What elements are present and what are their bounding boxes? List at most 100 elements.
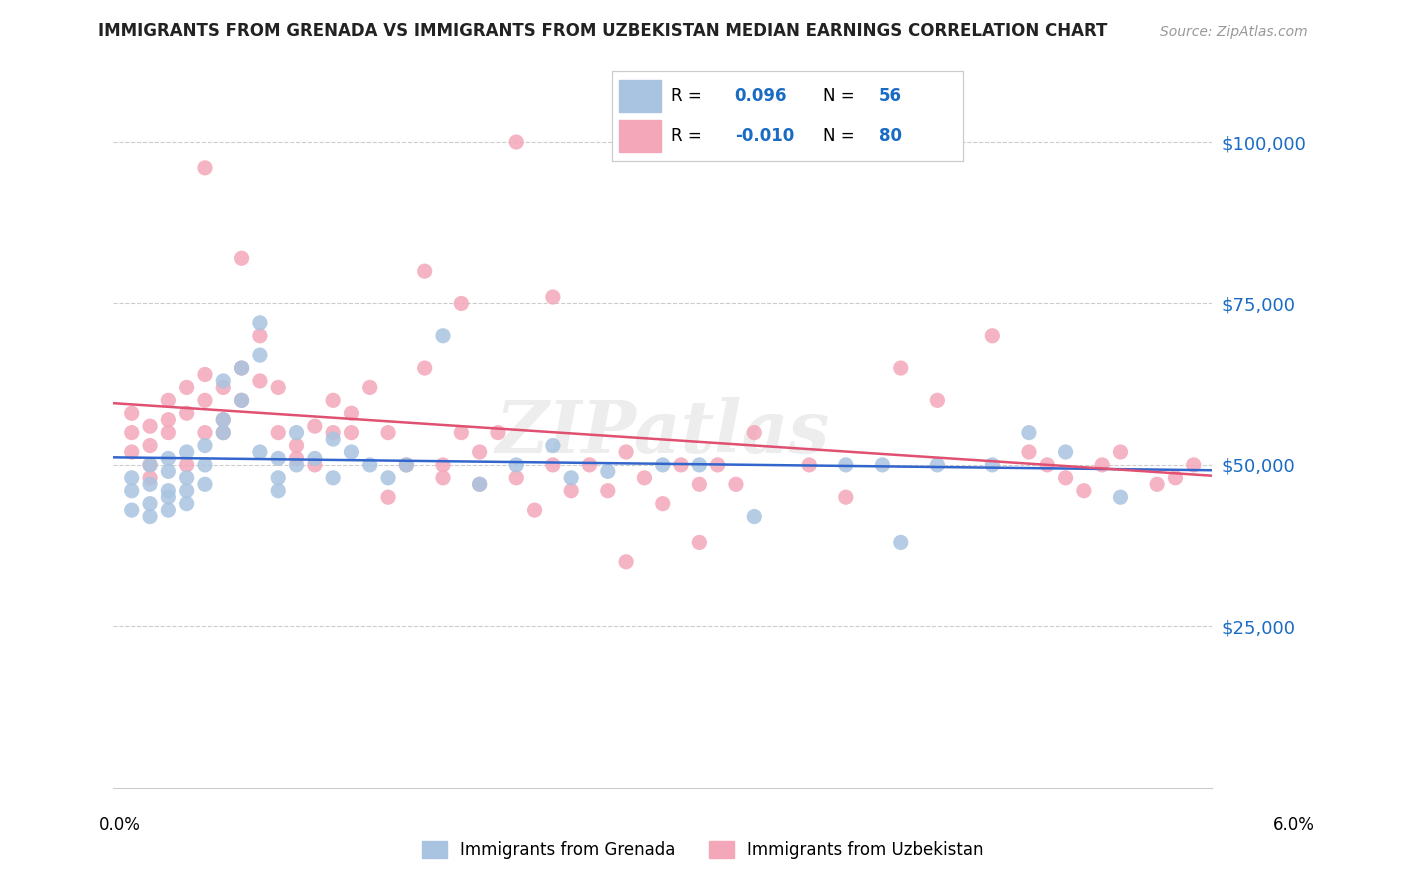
Point (1091, 458, 1114, 472)
Point (267, 483, 290, 498)
Point (176, 458, 198, 472)
Point (267, 380, 290, 394)
Point (139, 497, 162, 511)
Point (249, 445, 271, 459)
Point (322, 425, 344, 440)
Point (669, 458, 692, 472)
Point (1109, 445, 1132, 459)
Point (981, 458, 1004, 472)
Point (596, 483, 619, 498)
Point (1054, 471, 1077, 485)
Point (304, 451, 326, 466)
Point (267, 471, 290, 485)
Point (157, 425, 180, 440)
Point (194, 393, 217, 408)
Point (340, 406, 363, 420)
Point (139, 458, 162, 472)
Point (322, 432, 344, 446)
Point (927, 393, 949, 408)
Point (578, 458, 600, 472)
Point (541, 458, 564, 472)
Point (121, 445, 143, 459)
Point (285, 451, 308, 466)
Point (468, 445, 491, 459)
Point (285, 425, 308, 440)
Point (981, 328, 1004, 343)
Point (523, 503, 546, 517)
Point (121, 471, 143, 485)
Point (560, 471, 582, 485)
Point (724, 477, 747, 491)
Point (706, 458, 728, 472)
Point (1018, 445, 1040, 459)
Point (194, 477, 217, 491)
Point (157, 503, 180, 517)
Point (377, 490, 399, 504)
Point (194, 458, 217, 472)
Point (212, 425, 235, 440)
Text: 6.0%: 6.0% (1272, 815, 1315, 833)
Point (249, 328, 271, 343)
Point (835, 458, 858, 472)
Point (596, 464, 619, 478)
Text: R =: R = (672, 87, 702, 105)
Point (1182, 458, 1205, 472)
Point (1164, 471, 1187, 485)
Bar (619, 120, 661, 152)
Point (835, 490, 858, 504)
Point (890, 535, 912, 549)
Point (231, 361, 253, 376)
Point (1054, 445, 1077, 459)
Point (890, 361, 912, 376)
Point (194, 438, 217, 452)
Point (633, 471, 655, 485)
Point (176, 445, 198, 459)
Point (651, 458, 673, 472)
Point (742, 509, 765, 524)
Point (121, 503, 143, 517)
Point (231, 361, 253, 376)
Point (267, 425, 290, 440)
Point (432, 458, 454, 472)
Point (176, 406, 198, 420)
Text: Source: ZipAtlas.com: Source: ZipAtlas.com (1160, 25, 1308, 38)
Point (231, 393, 253, 408)
Point (505, 135, 527, 149)
Point (688, 535, 710, 549)
Text: IMMIGRANTS FROM GRENADA VS IMMIGRANTS FROM UZBEKISTAN MEDIAN EARNINGS CORRELATIO: IMMIGRANTS FROM GRENADA VS IMMIGRANTS FR… (98, 21, 1108, 39)
Point (413, 361, 436, 376)
Point (304, 458, 326, 472)
Point (742, 425, 765, 440)
Text: 56: 56 (879, 87, 901, 105)
Text: N =: N = (823, 87, 853, 105)
Point (1109, 490, 1132, 504)
Point (450, 296, 472, 310)
Text: N =: N = (823, 127, 853, 145)
Point (340, 425, 363, 440)
Point (212, 380, 235, 394)
Point (157, 413, 180, 427)
Point (121, 406, 143, 420)
Point (432, 471, 454, 485)
Point (614, 555, 637, 569)
Point (468, 477, 491, 491)
Point (139, 458, 162, 472)
Text: R =: R = (672, 127, 702, 145)
Point (139, 438, 162, 452)
Text: -0.010: -0.010 (734, 127, 794, 145)
Point (322, 393, 344, 408)
Point (450, 425, 472, 440)
Point (927, 458, 949, 472)
Text: ZIPatlas: ZIPatlas (496, 397, 830, 468)
Point (176, 497, 198, 511)
Point (872, 458, 894, 472)
Point (688, 458, 710, 472)
Point (212, 413, 235, 427)
Point (121, 425, 143, 440)
Point (139, 477, 162, 491)
Point (377, 471, 399, 485)
Point (541, 438, 564, 452)
Point (377, 425, 399, 440)
Point (139, 509, 162, 524)
Point (340, 445, 363, 459)
